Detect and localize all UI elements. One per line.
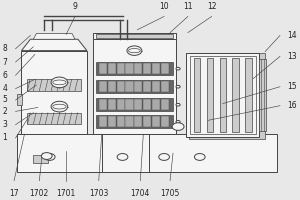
Bar xyxy=(259,59,266,131)
Bar xyxy=(125,81,134,92)
Circle shape xyxy=(176,103,180,106)
Bar xyxy=(189,53,265,139)
Circle shape xyxy=(51,77,68,88)
Bar xyxy=(17,134,277,172)
Bar xyxy=(27,79,81,91)
Bar xyxy=(99,81,107,92)
Text: 1704: 1704 xyxy=(131,189,150,198)
Bar xyxy=(96,115,173,128)
Text: 14: 14 xyxy=(287,31,297,40)
Bar xyxy=(117,99,124,110)
Bar xyxy=(96,80,173,93)
Polygon shape xyxy=(33,34,75,39)
Text: 1705: 1705 xyxy=(160,189,180,198)
Bar xyxy=(108,63,116,74)
Bar xyxy=(117,81,124,92)
Bar xyxy=(22,51,87,134)
Text: 6: 6 xyxy=(2,71,7,80)
Bar xyxy=(143,81,151,92)
Bar xyxy=(161,116,169,127)
Circle shape xyxy=(41,153,52,159)
Bar xyxy=(143,116,151,127)
Text: 9: 9 xyxy=(73,2,77,11)
Bar xyxy=(99,116,107,127)
Bar xyxy=(245,58,252,132)
Circle shape xyxy=(51,101,68,112)
Bar xyxy=(99,63,107,74)
Text: 17: 17 xyxy=(9,189,19,198)
Text: 4: 4 xyxy=(2,84,7,93)
Text: 11: 11 xyxy=(183,2,193,11)
Bar xyxy=(93,39,176,134)
Text: 15: 15 xyxy=(287,82,297,91)
Circle shape xyxy=(44,154,55,160)
Bar xyxy=(17,94,22,105)
Text: 13: 13 xyxy=(287,52,297,61)
Bar xyxy=(194,58,200,132)
Bar xyxy=(161,63,169,74)
Bar xyxy=(125,99,134,110)
Text: 12: 12 xyxy=(207,2,216,11)
Bar xyxy=(99,99,107,110)
Circle shape xyxy=(127,46,142,55)
Bar xyxy=(108,116,116,127)
Bar xyxy=(152,116,160,127)
Circle shape xyxy=(172,123,184,130)
Circle shape xyxy=(194,154,205,160)
Text: 3: 3 xyxy=(2,120,7,129)
Bar xyxy=(93,33,176,39)
Bar xyxy=(96,62,173,75)
Circle shape xyxy=(176,121,180,123)
Bar xyxy=(152,63,160,74)
Circle shape xyxy=(117,154,128,160)
Bar xyxy=(220,58,226,132)
Text: 1: 1 xyxy=(2,133,7,142)
Text: 1703: 1703 xyxy=(89,189,108,198)
Bar xyxy=(108,81,116,92)
Circle shape xyxy=(159,154,170,160)
Text: 10: 10 xyxy=(159,2,169,11)
Bar xyxy=(117,63,124,74)
Text: 8: 8 xyxy=(2,44,7,53)
Bar xyxy=(207,58,213,132)
Bar xyxy=(186,53,259,137)
Bar xyxy=(161,99,169,110)
Bar xyxy=(27,113,81,124)
Bar xyxy=(125,116,134,127)
Text: 1702: 1702 xyxy=(30,189,49,198)
Bar xyxy=(143,99,151,110)
Bar xyxy=(134,99,142,110)
Bar xyxy=(152,81,160,92)
Bar xyxy=(108,99,116,110)
Bar xyxy=(134,63,142,74)
Bar xyxy=(190,56,256,134)
Bar xyxy=(134,116,142,127)
Bar xyxy=(33,155,48,163)
Bar xyxy=(96,98,173,111)
Circle shape xyxy=(176,85,180,88)
Bar xyxy=(117,116,124,127)
Text: 1701: 1701 xyxy=(56,189,76,198)
Bar xyxy=(134,81,142,92)
Circle shape xyxy=(176,67,180,70)
Bar xyxy=(143,63,151,74)
Bar xyxy=(125,63,134,74)
Text: 5: 5 xyxy=(2,96,7,104)
Bar xyxy=(232,58,239,132)
Bar xyxy=(161,81,169,92)
Text: 7: 7 xyxy=(2,58,7,67)
Bar xyxy=(96,34,173,38)
Polygon shape xyxy=(22,39,87,51)
Bar xyxy=(152,99,160,110)
Text: 16: 16 xyxy=(287,101,297,110)
Text: 2: 2 xyxy=(2,107,7,116)
